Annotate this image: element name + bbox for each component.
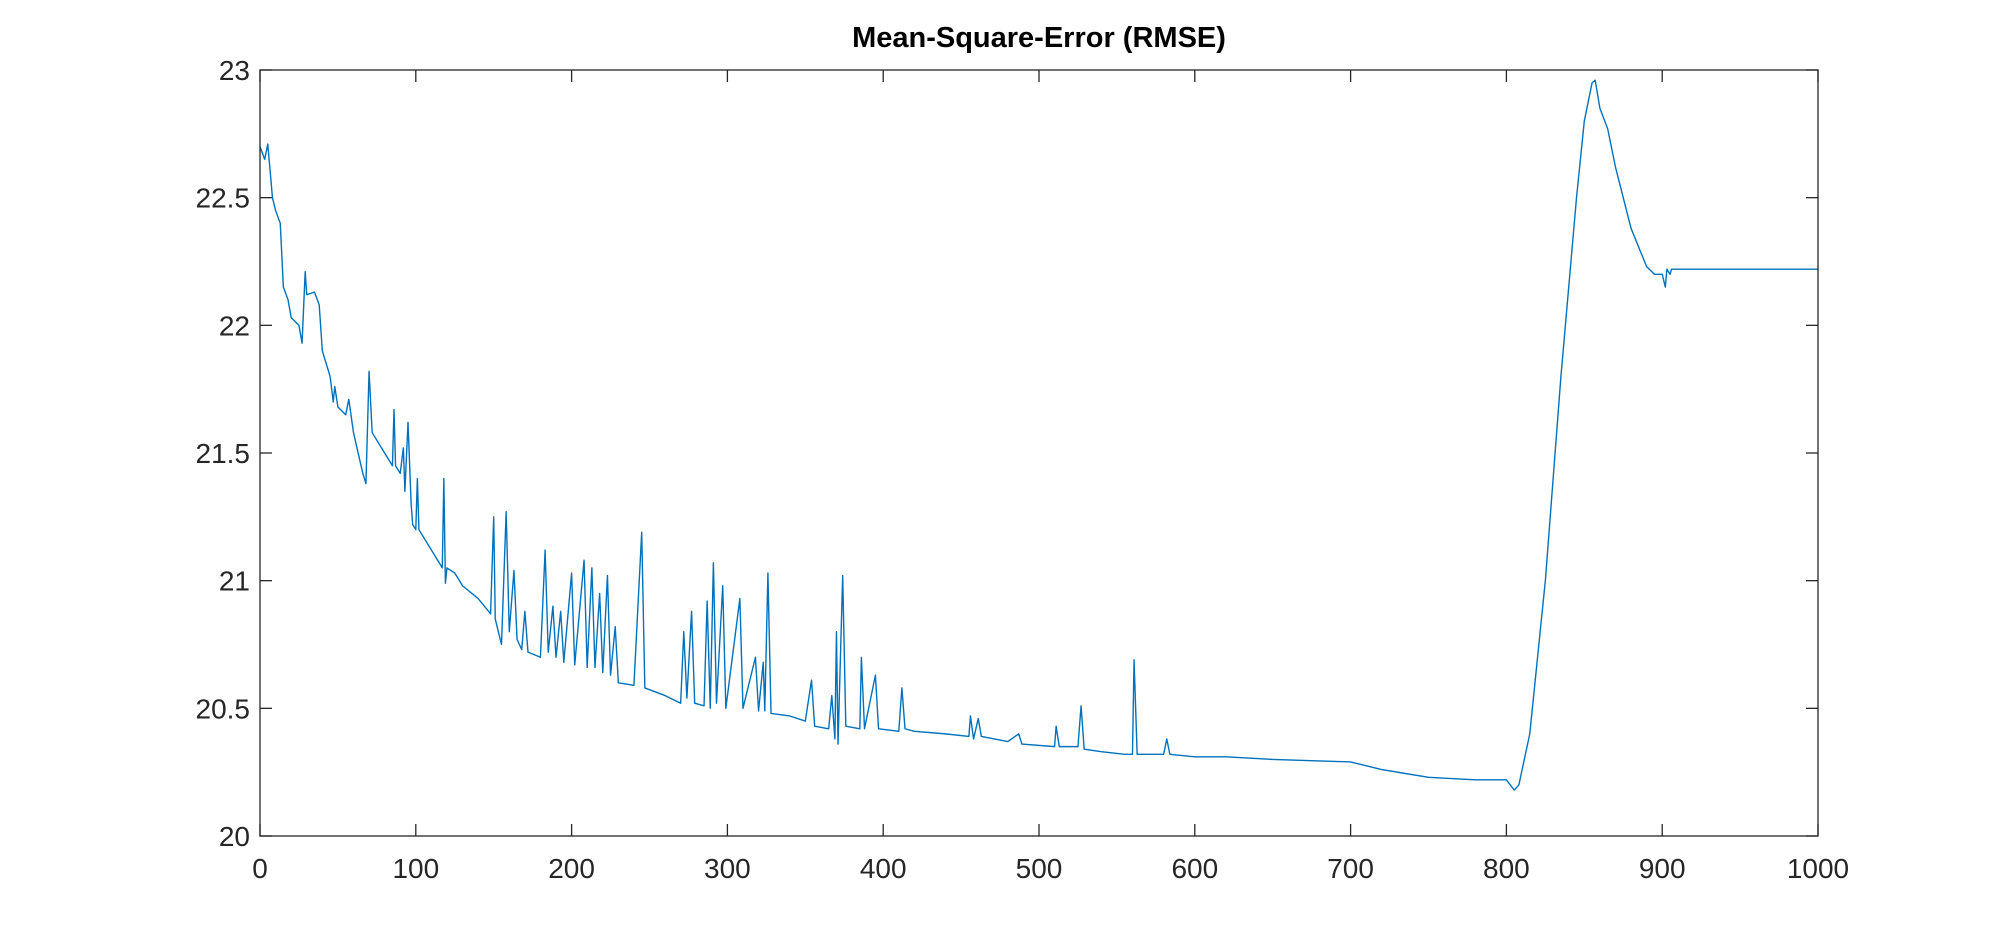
- y-tick-label: 20: [219, 821, 250, 852]
- x-tick-label: 800: [1483, 853, 1530, 884]
- x-tick-label: 700: [1327, 853, 1374, 884]
- x-tick-label: 600: [1171, 853, 1218, 884]
- x-tick-label: 0: [252, 853, 268, 884]
- y-tick-label: 22.5: [196, 183, 251, 214]
- y-tick-label: 23: [219, 55, 250, 86]
- x-tick-label: 300: [704, 853, 751, 884]
- y-tick-label: 22: [219, 310, 250, 341]
- axes-box: [259, 69, 1819, 837]
- x-tick-label: 400: [860, 853, 907, 884]
- y-tick-label: 20.5: [196, 693, 251, 724]
- x-tick-label: 500: [1016, 853, 1063, 884]
- plot-area: [260, 70, 1818, 836]
- x-tick-label: 900: [1639, 853, 1686, 884]
- x-tick-label: 100: [392, 853, 439, 884]
- data-line: [259, 79, 1818, 791]
- y-tick-label: 21: [219, 566, 250, 597]
- chart-title: Mean-Square-Error (RMSE): [852, 22, 1226, 54]
- x-tick-label: 200: [548, 853, 595, 884]
- y-tick-label: 21.5: [196, 438, 251, 469]
- x-tick-label: 1000: [1787, 853, 1849, 884]
